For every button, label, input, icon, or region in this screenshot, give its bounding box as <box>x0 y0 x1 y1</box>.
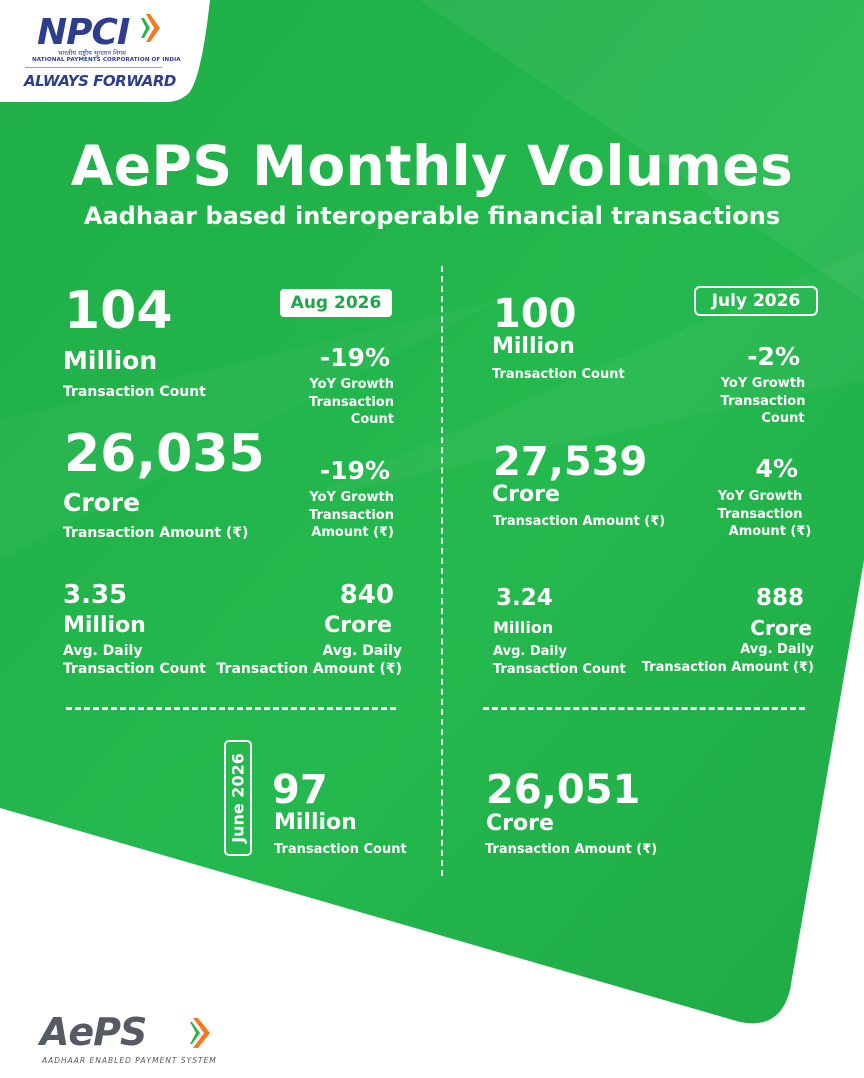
npci-logo: NPCI भारतीय राष्ट्रीय भुगतान निगम NATION… <box>0 0 210 102</box>
aug-amount-yoy: -19% <box>319 456 390 485</box>
yoy-line-3: Amount (₹) <box>311 525 394 541</box>
badge-aug: Aug 2026 <box>280 289 392 317</box>
aug-daily-count-value: 3.35 <box>63 580 128 610</box>
july-count-label: Transaction Count <box>492 367 625 382</box>
yoy-line-2: Transaction <box>309 507 394 523</box>
aug-count-yoy: -19% <box>319 343 390 372</box>
horizontal-divider-right <box>483 707 805 710</box>
daily-line-1: Avg. Daily <box>740 642 814 657</box>
yoy-line-1: YoY Growth <box>309 490 394 505</box>
july-amount-yoy-label: YoY Growth Transaction Amount (₹) <box>696 488 824 541</box>
yoy-line-3: Amount (₹) <box>728 524 812 540</box>
june-amount-label: Transaction Amount (₹) <box>485 842 658 857</box>
aug-daily-amount-value: 840 <box>339 580 394 610</box>
page-title: AePS Monthly Volumes <box>70 134 794 198</box>
daily-line-2: Transaction Amount (₹) <box>216 661 402 678</box>
yoy-line-3: Count <box>350 412 394 428</box>
npci-english-line: NATIONAL PAYMENTS CORPORATION OF INDIA <box>32 57 181 63</box>
yoy-line-2: Transaction <box>717 506 803 522</box>
aug-amount-yoy-label: YoY Growth Transaction Amount (₹) <box>250 489 394 542</box>
aug-count-value: 104 <box>64 281 173 341</box>
aug-count-yoy-label: YoY Growth Transaction Count <box>250 376 394 429</box>
daily-line-2: Transaction Amount (₹) <box>641 659 814 675</box>
yoy-line-1: YoY Growth <box>720 376 806 391</box>
june-count-value: 97 <box>272 767 328 813</box>
yoy-line-1: YoY Growth <box>309 377 394 392</box>
daily-line-2: Transaction Count <box>63 661 206 678</box>
daily-line-1: Avg. Daily <box>63 643 143 659</box>
july-amount-value: 27,539 <box>493 439 648 485</box>
july-count-value: 100 <box>493 291 577 337</box>
npci-wordmark: NPCI <box>37 12 130 53</box>
july-count-yoy-label: YoY Growth Transaction Count <box>700 375 826 428</box>
horizontal-divider-left <box>66 707 396 710</box>
badge-june: June 2026 <box>224 740 252 856</box>
aug-count-unit: Million <box>63 346 158 375</box>
aug-count-label: Transaction Count <box>63 384 206 400</box>
june-amount-unit: Crore <box>486 811 554 836</box>
aeps-arrow-icon <box>190 1018 210 1048</box>
aug-daily-count-unit: Million <box>63 613 146 638</box>
aeps-wordmark: AePS <box>40 1010 147 1054</box>
july-daily-amount-label: Avg. Daily Transaction Amount (₹) <box>630 641 814 676</box>
yoy-line-1: YoY Growth <box>717 489 803 504</box>
july-daily-count-label: Avg. Daily Transaction Count <box>493 643 626 678</box>
july-amount-yoy: 4% <box>755 454 798 483</box>
july-daily-amount-unit: Crore <box>750 616 812 640</box>
badge-july: July 2026 <box>694 286 818 316</box>
aeps-subtitle: AADHAAR ENABLED PAYMENT SYSTEM <box>42 1056 217 1065</box>
yoy-line-2: Transaction <box>309 394 394 410</box>
june-count-label: Transaction Count <box>274 842 407 857</box>
yoy-line-2: Transaction <box>720 393 806 409</box>
aug-daily-amount-unit: Crore <box>324 613 392 638</box>
july-count-unit: Million <box>492 334 575 359</box>
july-daily-count-unit: Million <box>493 618 554 637</box>
badge-june-text: June 2026 <box>228 753 248 843</box>
aug-amount-value: 26,035 <box>64 424 265 484</box>
june-count-unit: Million <box>274 810 357 835</box>
july-daily-count-value: 3.24 <box>496 585 553 611</box>
daily-line-2: Transaction Count <box>493 661 626 677</box>
july-daily-amount-value: 888 <box>755 585 804 611</box>
daily-line-1: Avg. Daily <box>322 643 402 659</box>
npci-tagline: ALWAYS FORWARD <box>24 72 176 90</box>
yoy-line-3: Count <box>761 411 805 427</box>
page-subtitle: Aadhaar based interoperable financial tr… <box>83 202 781 230</box>
vertical-divider <box>441 266 443 876</box>
aug-amount-unit: Crore <box>63 488 141 517</box>
aug-amount-label: Transaction Amount (₹) <box>63 525 249 541</box>
aug-daily-count-label: Avg. Daily Transaction Count <box>63 642 206 678</box>
june-amount-value: 26,051 <box>486 767 641 813</box>
july-count-yoy: -2% <box>747 342 800 371</box>
logo-tab-shape <box>0 0 210 102</box>
aug-daily-amount-label: Avg. Daily Transaction Amount (₹) <box>200 642 402 678</box>
daily-line-1: Avg. Daily <box>493 644 567 659</box>
logo-divider <box>25 67 162 68</box>
july-amount-unit: Crore <box>492 482 560 507</box>
npci-hindi-line: भारतीय राष्ट्रीय भुगतान निगम <box>58 49 126 57</box>
july-amount-label: Transaction Amount (₹) <box>493 514 666 529</box>
